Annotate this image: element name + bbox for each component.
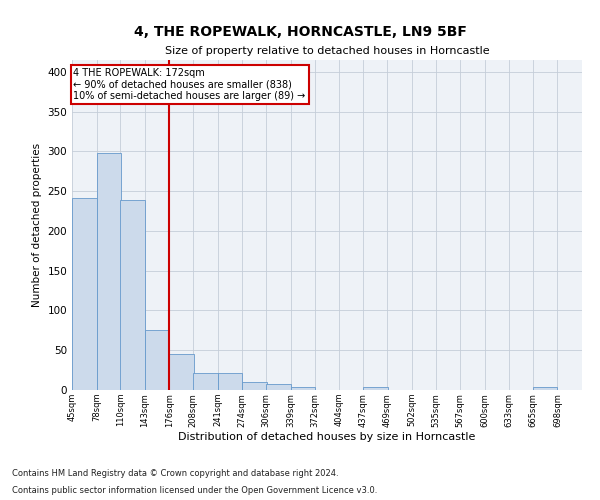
Bar xyxy=(290,387,315,390)
Bar xyxy=(242,382,267,390)
Bar xyxy=(533,387,557,390)
Bar xyxy=(364,387,388,390)
Bar xyxy=(193,374,218,390)
Bar xyxy=(97,153,121,390)
X-axis label: Distribution of detached houses by size in Horncastle: Distribution of detached houses by size … xyxy=(178,432,476,442)
Bar xyxy=(72,198,97,390)
Text: 4, THE ROPEWALK, HORNCASTLE, LN9 5BF: 4, THE ROPEWALK, HORNCASTLE, LN9 5BF xyxy=(134,25,466,39)
Bar xyxy=(169,354,194,390)
Bar xyxy=(145,330,169,390)
Bar xyxy=(218,374,242,390)
Text: Contains public sector information licensed under the Open Government Licence v3: Contains public sector information licen… xyxy=(12,486,377,495)
Y-axis label: Number of detached properties: Number of detached properties xyxy=(32,143,42,307)
Title: Size of property relative to detached houses in Horncastle: Size of property relative to detached ho… xyxy=(164,46,490,56)
Text: 4 THE ROPEWALK: 172sqm
← 90% of detached houses are smaller (838)
10% of semi-de: 4 THE ROPEWALK: 172sqm ← 90% of detached… xyxy=(73,68,306,101)
Text: Contains HM Land Registry data © Crown copyright and database right 2024.: Contains HM Land Registry data © Crown c… xyxy=(12,468,338,477)
Bar xyxy=(266,384,290,390)
Bar xyxy=(121,200,145,390)
